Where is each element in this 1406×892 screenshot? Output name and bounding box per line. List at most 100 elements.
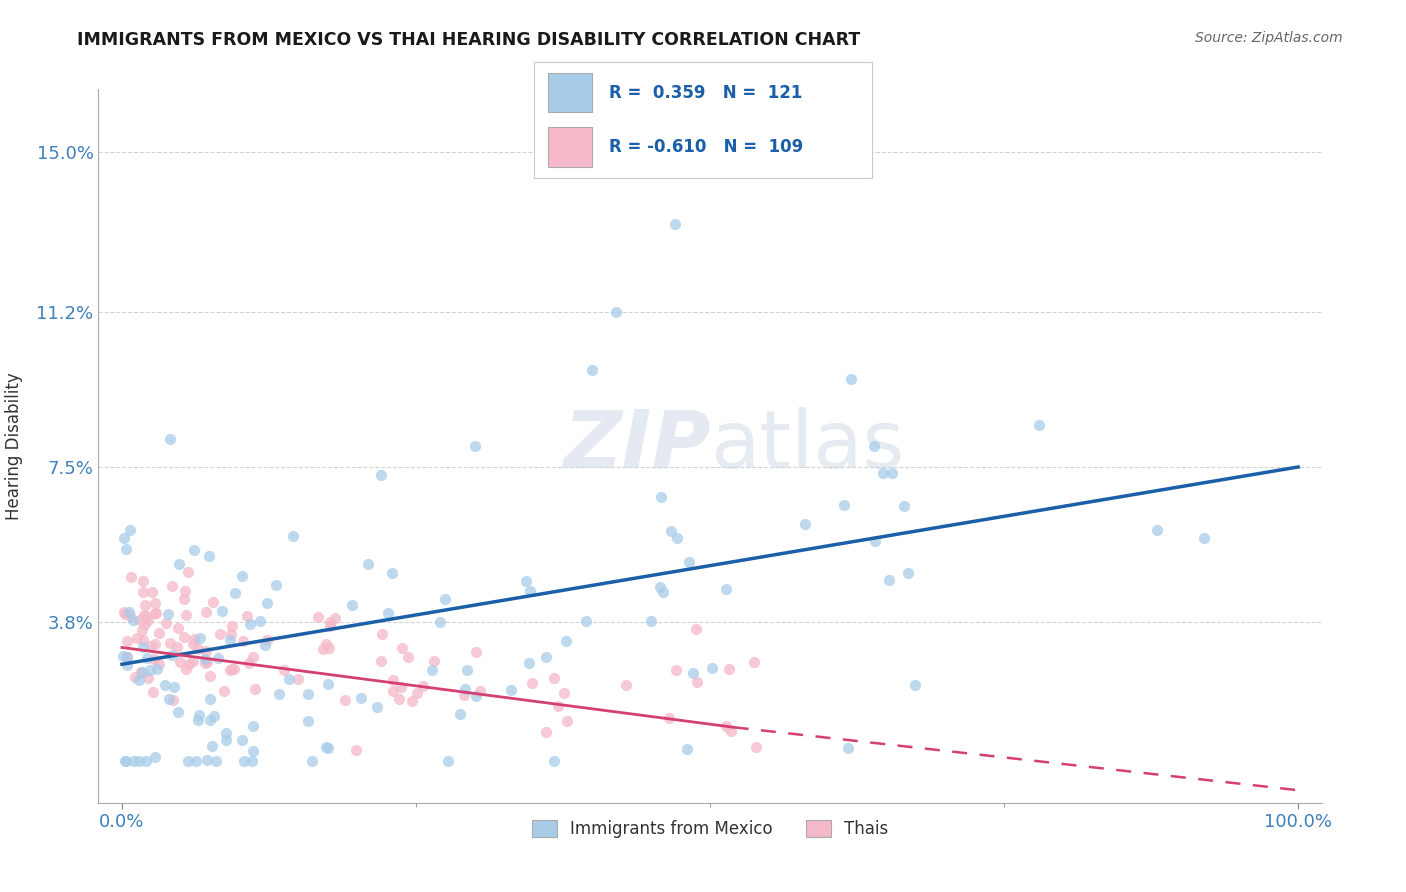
Point xyxy=(423,654,446,668)
Point xyxy=(124,754,146,768)
Point xyxy=(124,670,146,684)
Point xyxy=(143,652,166,666)
Point xyxy=(142,684,165,698)
Point xyxy=(232,633,254,648)
Point xyxy=(114,754,136,768)
Point xyxy=(221,619,243,633)
Point xyxy=(148,626,170,640)
Point xyxy=(118,608,141,623)
Point xyxy=(129,613,152,627)
Point xyxy=(665,532,688,546)
Point xyxy=(319,615,342,629)
Point xyxy=(181,654,204,668)
Point xyxy=(177,754,200,768)
Text: IMMIGRANTS FROM MEXICO VS THAI HEARING DISABILITY CORRELATION CHART: IMMIGRANTS FROM MEXICO VS THAI HEARING D… xyxy=(77,31,860,49)
Point xyxy=(877,573,900,587)
Point xyxy=(256,633,278,648)
Point xyxy=(675,742,697,756)
Point xyxy=(388,691,411,706)
Point xyxy=(266,578,288,592)
Point xyxy=(183,632,205,646)
Point xyxy=(370,654,392,668)
Point xyxy=(614,678,637,692)
Point xyxy=(221,662,243,676)
Point xyxy=(648,580,671,594)
Point xyxy=(204,754,226,768)
Point xyxy=(517,657,540,671)
Point xyxy=(581,363,603,377)
Text: atlas: atlas xyxy=(710,407,904,485)
Point xyxy=(714,582,737,597)
Point xyxy=(318,641,340,656)
Point xyxy=(650,490,672,504)
Point xyxy=(209,627,232,641)
Point xyxy=(464,439,486,453)
Point xyxy=(429,615,451,629)
Point xyxy=(177,657,200,671)
Point xyxy=(121,613,143,627)
Point xyxy=(136,613,159,627)
Point xyxy=(396,649,419,664)
Point xyxy=(658,711,681,725)
Point xyxy=(112,532,135,546)
Point xyxy=(112,605,135,619)
Point xyxy=(834,499,856,513)
Point xyxy=(893,500,915,514)
Point xyxy=(515,574,537,588)
Point xyxy=(198,549,221,564)
Text: R =  0.359   N =  121: R = 0.359 N = 121 xyxy=(609,84,801,102)
Point xyxy=(555,714,578,729)
Point xyxy=(162,648,184,663)
Point xyxy=(187,707,209,722)
Point xyxy=(437,754,460,768)
Point xyxy=(118,523,141,537)
Point xyxy=(115,650,138,665)
Point xyxy=(1192,532,1215,546)
Point xyxy=(166,640,188,655)
Point xyxy=(316,740,339,755)
Point xyxy=(169,655,191,669)
Point xyxy=(132,574,155,588)
Point xyxy=(377,606,399,620)
Point xyxy=(200,714,222,728)
Y-axis label: Hearing Disability: Hearing Disability xyxy=(4,372,22,520)
Point xyxy=(194,644,217,658)
Point xyxy=(183,543,205,558)
Point xyxy=(522,675,544,690)
Point xyxy=(134,598,156,612)
Point xyxy=(837,741,859,756)
Point xyxy=(128,754,150,768)
Point xyxy=(340,599,363,613)
Point xyxy=(143,637,166,651)
Point xyxy=(659,524,682,538)
Point xyxy=(131,665,153,680)
Point xyxy=(253,638,276,652)
Point xyxy=(434,591,457,606)
Point xyxy=(238,657,260,671)
Point xyxy=(301,754,323,768)
Point xyxy=(665,663,688,677)
Point xyxy=(904,678,927,692)
Point xyxy=(148,657,170,671)
Point xyxy=(167,705,190,719)
Point xyxy=(224,586,246,600)
Point xyxy=(323,610,346,624)
Legend: Immigrants from Mexico, Thais: Immigrants from Mexico, Thais xyxy=(524,813,896,845)
Point xyxy=(214,683,236,698)
Point xyxy=(678,555,700,569)
Point xyxy=(231,732,253,747)
Point xyxy=(160,579,183,593)
Point xyxy=(174,607,197,622)
Point xyxy=(236,608,259,623)
Point xyxy=(315,740,337,755)
Point xyxy=(184,754,207,768)
Point xyxy=(249,614,271,628)
Point xyxy=(350,690,373,705)
Point xyxy=(173,630,195,644)
Point xyxy=(862,439,884,453)
Point xyxy=(391,640,413,655)
Point xyxy=(370,468,392,483)
Point xyxy=(135,754,157,768)
Point xyxy=(682,666,704,681)
Point xyxy=(132,608,155,623)
